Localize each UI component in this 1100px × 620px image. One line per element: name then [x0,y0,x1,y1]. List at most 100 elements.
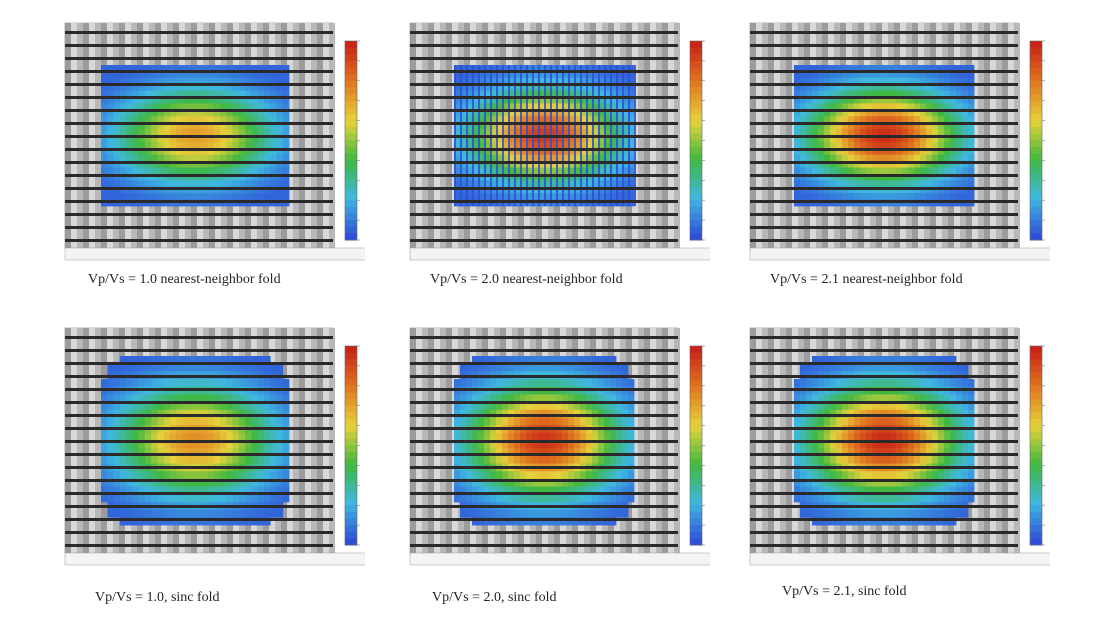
heat-cell [872,455,879,464]
heat-cell [926,402,933,411]
heat-cell [195,154,202,162]
colorbar-step [1030,100,1042,108]
heat-cell [538,71,545,79]
heat-cell [890,471,897,480]
heat-cell [132,379,139,388]
heat-cell [478,167,485,175]
heat-cell [107,161,114,168]
heat-cell [604,402,611,411]
heat-cell [818,448,825,457]
heat-cell [842,109,849,117]
heat-cell [884,90,891,98]
heat-cell [830,84,837,92]
heat-cell [622,122,629,130]
heat-cell [213,90,221,98]
heat-cell [568,84,575,92]
heat-cell [878,65,885,72]
heat-cell [878,129,885,136]
heat-cell [878,509,885,518]
colorbar-step [345,511,357,519]
heat-cell [520,356,527,365]
heat-cell [514,486,521,495]
heat-cell [107,77,114,85]
heat-cell [890,84,897,92]
heat-cell [138,432,146,441]
heat-cell [568,448,575,457]
heat-cell [466,154,473,162]
heat-cell [908,103,915,111]
heat-cell [490,363,497,372]
heat-cell [890,440,897,449]
heat-cell [932,509,939,518]
heat-cell [908,65,915,72]
heat-cell [520,173,527,181]
heat-cell [616,379,623,388]
heat-cell [932,193,939,200]
heat-cell [574,129,581,136]
heat-cell [163,71,171,79]
heat-cell [544,455,551,464]
heat-cell [794,448,801,457]
heat-cell [836,180,843,188]
heat-cell [176,97,183,104]
heat-cell [245,109,252,117]
heat-cell [251,65,259,72]
heat-cell [188,90,196,98]
colorbar-step [690,432,702,440]
bottom-strip [64,552,365,566]
heat-cell [950,193,957,200]
heat-cell [151,494,158,503]
heat-cell [956,154,963,162]
fold-heatmap-5 [409,327,710,566]
heat-cell [201,109,208,117]
heat-cell [830,409,837,418]
colorbar-step [690,133,702,141]
heat-cell [263,356,271,365]
heat-cell [157,417,165,426]
colorbar-step [345,432,357,440]
heat-cell [902,186,909,194]
heat-cell [169,471,177,480]
heat-cell [472,363,479,372]
heat-cell [818,97,825,104]
heat-cell [854,141,861,149]
heat-cell [238,186,246,194]
heat-cell [132,432,139,441]
heat-cell [818,186,825,194]
heat-cell [188,135,196,143]
heat-cell [508,432,515,441]
heat-cell [138,77,146,85]
heat-cell [113,471,121,480]
heat-cell [622,486,629,495]
heat-cell [962,417,969,426]
heat-cell [176,148,183,156]
heat-cell [938,167,945,175]
heat-cell [508,135,515,143]
heat-cell [238,71,246,79]
heat-cell [478,471,485,480]
heat-cell [550,509,557,518]
heat-cell [132,167,139,175]
heat-cell [884,440,891,449]
heat-cell [213,478,221,487]
colorbar-step [690,498,702,506]
receiver-line [65,453,333,456]
heat-cell [126,478,133,487]
heat-cell [496,161,503,168]
heat-cell [830,394,837,403]
heat-cell [556,409,563,418]
heat-cell [890,186,897,194]
heat-cell [496,77,503,85]
heat-cell [526,141,533,149]
heat-cell [818,455,825,464]
heat-cell [866,509,873,518]
receiver-line [750,505,1018,508]
heat-cell [466,65,473,72]
heat-cell [806,394,813,403]
heat-cell [550,167,557,175]
heat-cell [538,417,545,426]
heat-cell [232,417,240,426]
heat-cell [932,517,939,526]
heat-cell [207,417,215,426]
heat-cell [532,486,539,495]
